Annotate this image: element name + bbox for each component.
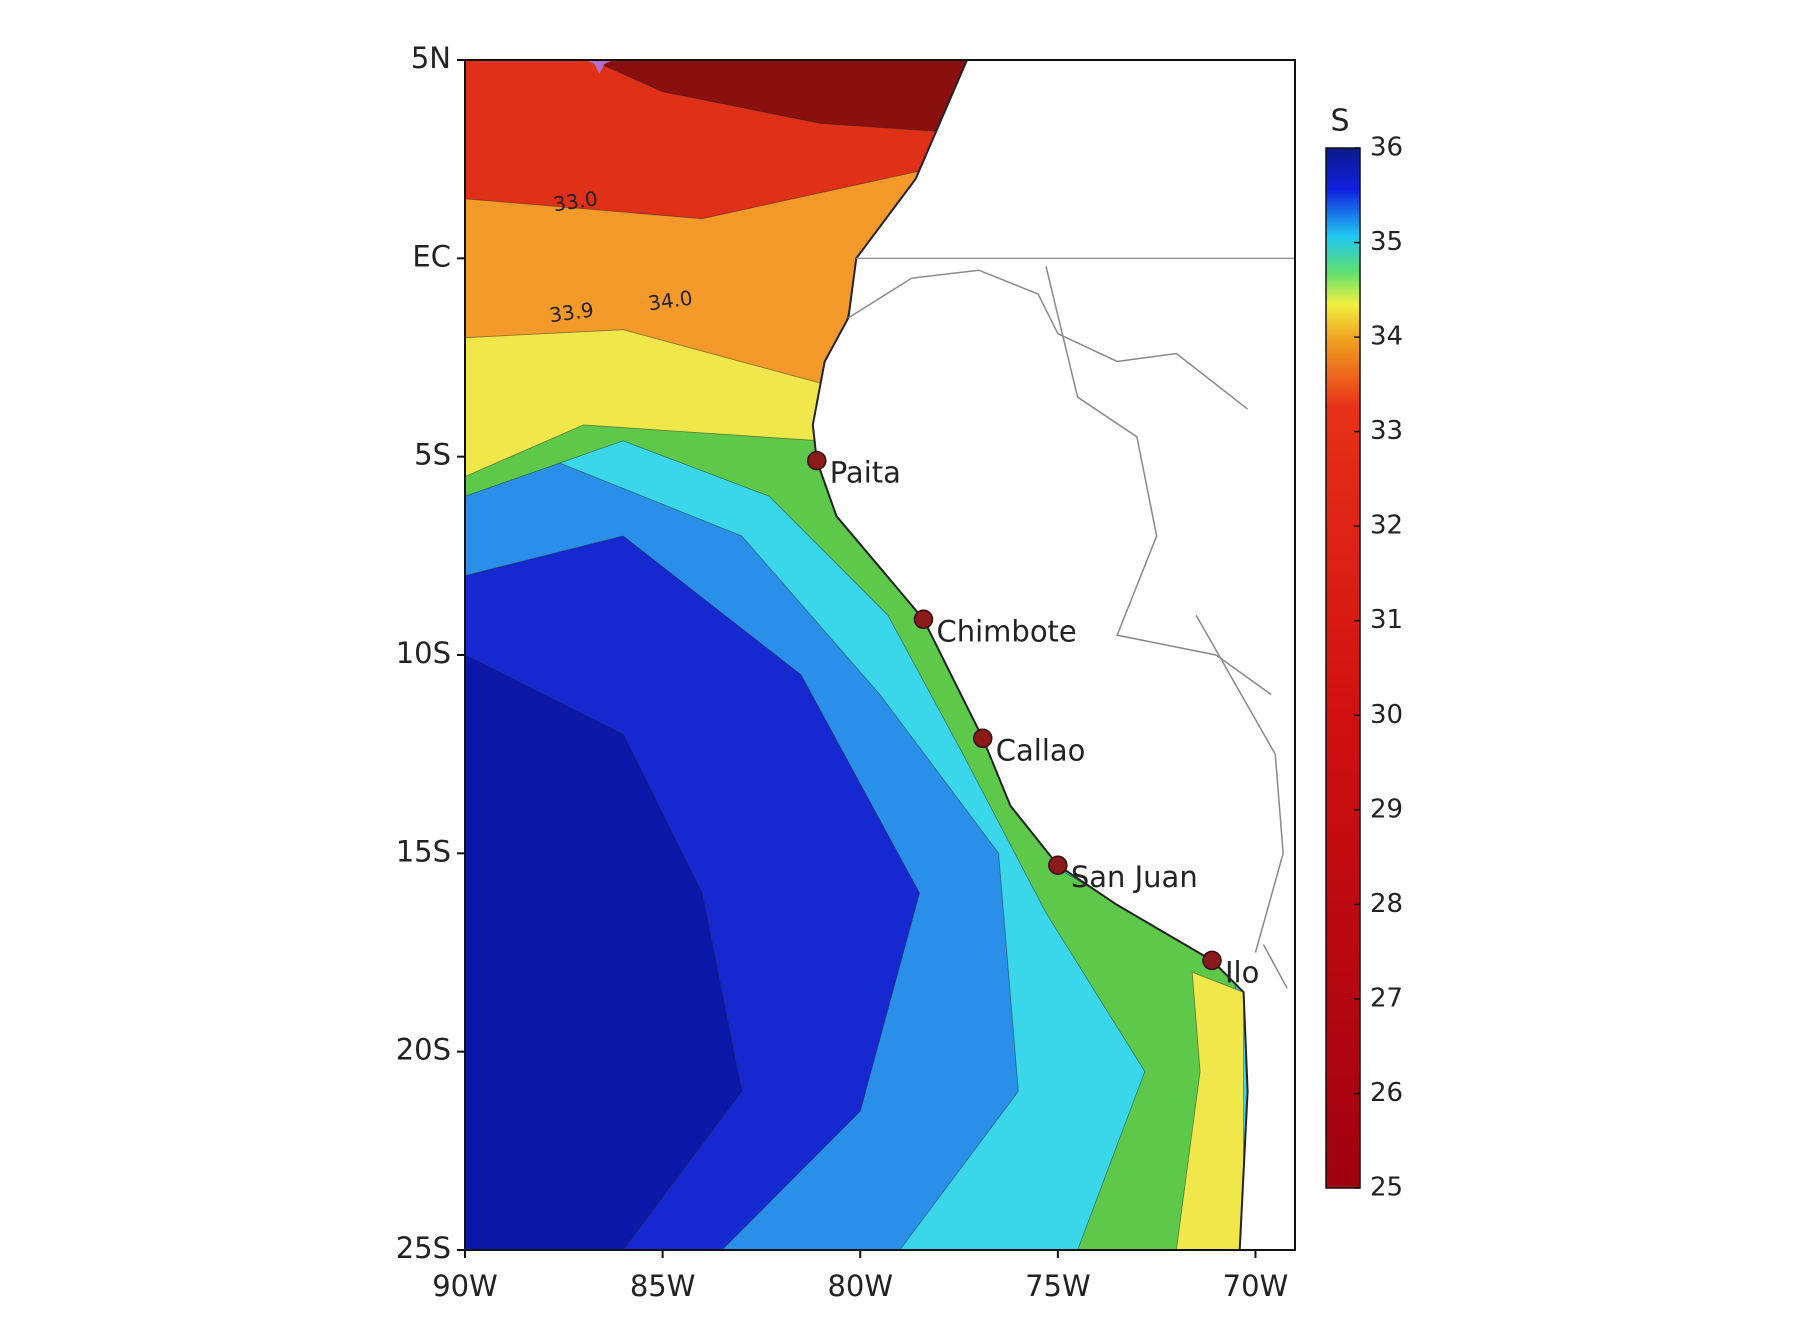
y-tick-label: 5N xyxy=(411,41,451,75)
city-label: Callao xyxy=(996,733,1086,767)
city-label: Paita xyxy=(830,456,901,490)
city-label: San Juan xyxy=(1071,860,1198,894)
colorbar-tick-label: 31 xyxy=(1370,605,1403,635)
city-marker xyxy=(1202,950,1222,971)
city-marker xyxy=(807,450,827,471)
border-line xyxy=(847,269,1249,410)
land xyxy=(811,60,1295,1250)
x-tick-label: 85W xyxy=(630,1269,696,1303)
border-line xyxy=(1045,266,1272,696)
city-marker xyxy=(1048,855,1068,875)
colorbar-tick-label: 33 xyxy=(1370,416,1403,446)
city-label: Ilo xyxy=(1225,955,1259,989)
star-marker xyxy=(585,60,614,74)
y-tick-label: 5S xyxy=(414,438,451,472)
y-tick-label: EC xyxy=(412,239,451,273)
city-marker xyxy=(913,609,934,630)
colorbar-tick-label: 32 xyxy=(1370,511,1403,541)
city-marker xyxy=(973,728,993,749)
y-tick-label: 25S xyxy=(396,1231,451,1265)
colorbar-tick-label: 28 xyxy=(1370,889,1403,919)
salinity-region xyxy=(465,654,743,1250)
x-tick-label: 70W xyxy=(1223,1269,1289,1303)
city-label: Chimbote xyxy=(936,614,1076,648)
salinity-region xyxy=(591,60,968,132)
colorbar-tick-label: 26 xyxy=(1370,1078,1403,1108)
border-line xyxy=(1195,614,1284,953)
y-tick-label: 15S xyxy=(396,834,451,868)
y-tick-label: 10S xyxy=(396,636,451,670)
x-tick-label: 75W xyxy=(1025,1269,1091,1303)
colorbar-tick-label: 25 xyxy=(1370,1173,1403,1203)
colorbar-tick-label: 30 xyxy=(1370,700,1403,730)
colorbar-tick-label: 27 xyxy=(1370,983,1403,1013)
salinity-field xyxy=(465,60,1295,1250)
salinity-region xyxy=(1175,971,1244,1250)
colorbar-label: S xyxy=(1330,104,1349,139)
colorbar-tick-label: 34 xyxy=(1370,322,1403,352)
x-tick-label: 80W xyxy=(827,1269,893,1303)
colorbar-tick-label: 29 xyxy=(1370,794,1403,824)
colorbar-tick-label: 36 xyxy=(1370,133,1403,163)
y-tick-label: 20S xyxy=(396,1033,451,1067)
x-tick-label: 90W xyxy=(432,1269,498,1303)
colorbar-tick-label: 35 xyxy=(1370,227,1403,257)
border-line xyxy=(1262,944,1288,989)
colorbar xyxy=(1325,147,1361,1189)
